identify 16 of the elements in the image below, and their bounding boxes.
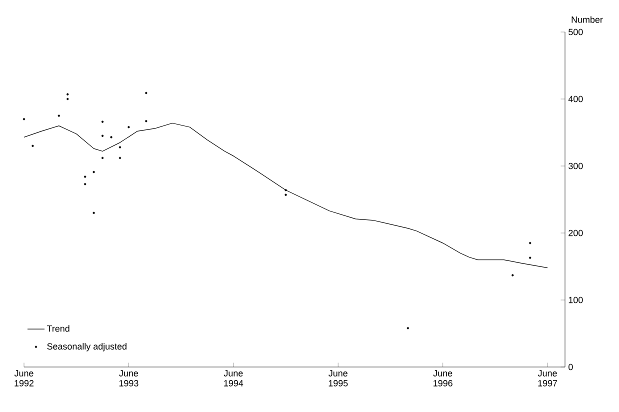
y-tick-label: 100 xyxy=(568,296,583,304)
line-series xyxy=(24,122,548,268)
y-tick-label: 500 xyxy=(568,28,583,36)
x-tick-label: June 1994 xyxy=(224,370,244,386)
x-tick-label: June 1993 xyxy=(119,370,138,386)
legend-label: Seasonally adjusted xyxy=(47,342,126,352)
y-tick-label: 300 xyxy=(568,162,583,170)
x-tick-label: June 1995 xyxy=(328,370,348,386)
y-tick-label: 400 xyxy=(568,96,583,102)
y-axis-title: Number xyxy=(572,16,603,23)
x-tick-label: June 1992 xyxy=(14,370,34,386)
x-tick-label: June 1996 xyxy=(433,370,452,386)
y-tick-label: 200 xyxy=(568,230,583,236)
legend-label: Trend xyxy=(46,325,70,332)
y-tick-label: 0 xyxy=(568,364,573,370)
x-tick-label: June 1997 xyxy=(538,370,558,386)
